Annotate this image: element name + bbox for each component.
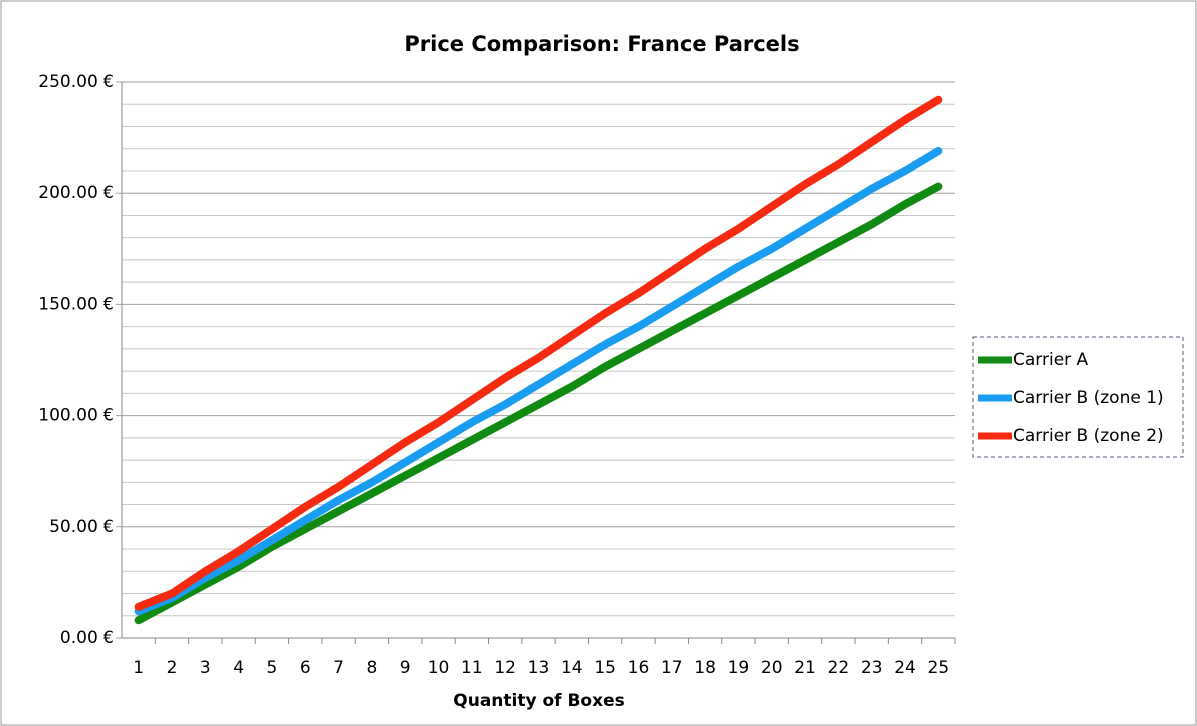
x-tick-label: 2 — [167, 658, 178, 678]
y-tick-label: 0.00 € — [60, 628, 114, 648]
x-tick-label: 19 — [728, 658, 750, 678]
x-tick-label: 6 — [300, 658, 311, 678]
x-tick-label: 5 — [267, 658, 278, 678]
x-tick-label: 9 — [400, 658, 411, 678]
x-tick-label: 11 — [461, 658, 483, 678]
x-tick-label: 10 — [428, 658, 450, 678]
x-tick-label: 21 — [794, 658, 816, 678]
x-tick-label: 24 — [894, 658, 916, 678]
legend-label: Carrier B (zone 1) — [1013, 388, 1164, 408]
x-tick-label: 15 — [594, 658, 616, 678]
legend-label: Carrier B (zone 2) — [1013, 426, 1164, 446]
chart-title: Price Comparison: France Parcels — [404, 32, 799, 56]
y-tick-label: 200.00 € — [38, 183, 114, 203]
x-tick-label: 3 — [200, 658, 211, 678]
y-tick-label: 100.00 € — [38, 406, 114, 426]
x-tick-label: 25 — [928, 658, 950, 678]
x-tick-label: 14 — [561, 658, 583, 678]
chart: Price Comparison: France Parcels Quantit… — [0, 0, 1197, 726]
x-tick-label: 8 — [366, 658, 377, 678]
x-axis-title: Quantity of Boxes — [453, 691, 624, 711]
x-tick-label: 4 — [233, 658, 244, 678]
x-tick-label: 1 — [133, 658, 144, 678]
x-tick-label: 17 — [661, 658, 683, 678]
x-tick-label: 13 — [528, 658, 550, 678]
x-tick-label: 22 — [828, 658, 850, 678]
x-tick-label: 18 — [694, 658, 716, 678]
y-tick-label: 50.00 € — [49, 517, 114, 537]
legend-label: Carrier A — [1013, 350, 1089, 370]
x-tick-label: 20 — [761, 658, 783, 678]
x-tick-label: 7 — [333, 658, 344, 678]
y-tick-label: 250.00 € — [38, 72, 114, 92]
x-tick-label: 12 — [494, 658, 516, 678]
y-tick-label: 150.00 € — [38, 294, 114, 314]
x-tick-label: 23 — [861, 658, 883, 678]
x-tick-label: 16 — [628, 658, 650, 678]
